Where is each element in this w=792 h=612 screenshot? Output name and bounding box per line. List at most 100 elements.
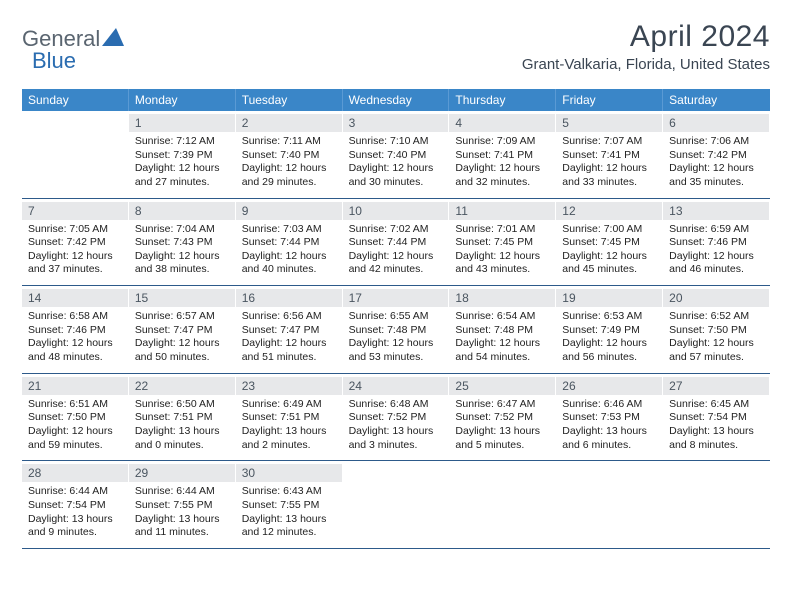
sunset-text: Sunset: 7:55 PM [135,499,229,513]
daylight-text: Daylight: 12 hours and 57 minutes. [669,337,763,364]
sunrise-text: Sunrise: 6:49 AM [242,398,336,412]
sunrise-text: Sunrise: 6:56 AM [242,310,336,324]
daylight-text: Daylight: 12 hours and 32 minutes. [455,162,549,189]
daylight-text: Daylight: 12 hours and 33 minutes. [562,162,656,189]
day-info: Sunrise: 7:05 AMSunset: 7:42 PMDaylight:… [28,223,122,278]
sunset-text: Sunset: 7:42 PM [669,149,763,163]
logo-triangle-icon [102,28,124,51]
sunrise-text: Sunrise: 7:10 AM [349,135,443,149]
sunset-text: Sunset: 7:50 PM [669,324,763,338]
day-number: 9 [236,202,342,220]
sunrise-text: Sunrise: 6:55 AM [349,310,443,324]
day-info: Sunrise: 7:04 AMSunset: 7:43 PMDaylight:… [135,223,229,278]
day-number: 8 [129,202,235,220]
daylight-text: Daylight: 12 hours and 56 minutes. [562,337,656,364]
day-cell: 21Sunrise: 6:51 AMSunset: 7:50 PMDayligh… [22,374,129,461]
day-cell: 28Sunrise: 6:44 AMSunset: 7:54 PMDayligh… [22,461,129,548]
sunrise-text: Sunrise: 6:44 AM [28,485,122,499]
sunset-text: Sunset: 7:41 PM [562,149,656,163]
day-number: 19 [556,289,662,307]
day-cell: 15Sunrise: 6:57 AMSunset: 7:47 PMDayligh… [129,286,236,373]
week-row: 14Sunrise: 6:58 AMSunset: 7:46 PMDayligh… [22,286,770,374]
day-info: Sunrise: 6:43 AMSunset: 7:55 PMDaylight:… [242,485,336,540]
day-info: Sunrise: 7:00 AMSunset: 7:45 PMDaylight:… [562,223,656,278]
sunrise-text: Sunrise: 7:12 AM [135,135,229,149]
dow-sunday: Sunday [22,89,129,111]
sunset-text: Sunset: 7:51 PM [135,411,229,425]
day-cell [663,461,770,548]
day-cell: 26 Sunrise: 6:46 AMSunset: 7:53 PMDayligh… [556,374,663,461]
sunset-text: Sunset: 7:52 PM [349,411,443,425]
sunrise-text: Sunrise: 7:00 AM [562,223,656,237]
day-number: 20 [663,289,769,307]
day-number [556,464,662,482]
day-info: Sunrise: 6:52 AMSunset: 7:50 PMDaylight:… [669,310,763,365]
sunrise-text: Sunrise: 6:48 AM [349,398,443,412]
daylight-text: Daylight: 13 hours and 0 minutes. [135,425,229,452]
daylight-text: Daylight: 12 hours and 43 minutes. [455,250,549,277]
logo-text-2: Blue [32,48,76,74]
calendar: SundayMondayTuesdayWednesdayThursdayFrid… [22,89,770,549]
day-cell: 8 Sunrise: 7:04 AMSunset: 7:43 PMDaylight… [129,199,236,286]
day-info: Sunrise: 7:03 AMSunset: 7:44 PMDaylight:… [242,223,336,278]
day-info: Sunrise: 6:46 AMSunset: 7:53 PMDaylight:… [562,398,656,453]
sunrise-text: Sunrise: 7:07 AM [562,135,656,149]
day-cell: 1Sunrise: 7:12 AMSunset: 7:39 PMDaylight… [129,111,236,198]
daylight-text: Daylight: 12 hours and 53 minutes. [349,337,443,364]
sunset-text: Sunset: 7:50 PM [28,411,122,425]
day-cell: 7Sunrise: 7:05 AMSunset: 7:42 PMDaylight… [22,199,129,286]
day-number: 29 [129,464,235,482]
sunrise-text: Sunrise: 7:01 AM [455,223,549,237]
day-of-week-header: SundayMondayTuesdayWednesdayThursdayFrid… [22,89,770,111]
sunrise-text: Sunrise: 6:58 AM [28,310,122,324]
sunset-text: Sunset: 7:42 PM [28,236,122,250]
sunrise-text: Sunrise: 6:53 AM [562,310,656,324]
day-number: 3 [343,114,449,132]
day-number: 25 [449,377,555,395]
daylight-text: Daylight: 12 hours and 40 minutes. [242,250,336,277]
day-info: Sunrise: 6:47 AMSunset: 7:52 PMDaylight:… [455,398,549,453]
week-row: 21Sunrise: 6:51 AMSunset: 7:50 PMDayligh… [22,374,770,462]
day-info: Sunrise: 6:49 AMSunset: 7:51 PMDaylight:… [242,398,336,453]
day-number: 2 [236,114,342,132]
weeks-container: 1Sunrise: 7:12 AMSunset: 7:39 PMDaylight… [22,111,770,549]
sunset-text: Sunset: 7:54 PM [28,499,122,513]
day-info: Sunrise: 6:53 AMSunset: 7:49 PMDaylight:… [562,310,656,365]
dow-saturday: Saturday [663,89,770,111]
daylight-text: Daylight: 12 hours and 45 minutes. [562,250,656,277]
day-info: Sunrise: 7:07 AMSunset: 7:41 PMDaylight:… [562,135,656,190]
sunrise-text: Sunrise: 6:44 AM [135,485,229,499]
sunrise-text: Sunrise: 6:54 AM [455,310,549,324]
day-number: 24 [343,377,449,395]
day-number: 28 [22,464,128,482]
day-cell [556,461,663,548]
day-number [343,464,449,482]
sunrise-text: Sunrise: 6:51 AM [28,398,122,412]
day-number: 26 [556,377,662,395]
day-cell: 14Sunrise: 6:58 AMSunset: 7:46 PMDayligh… [22,286,129,373]
day-info: Sunrise: 7:10 AMSunset: 7:40 PMDaylight:… [349,135,443,190]
sunset-text: Sunset: 7:48 PM [455,324,549,338]
sunset-text: Sunset: 7:43 PM [135,236,229,250]
week-row: 7Sunrise: 7:05 AMSunset: 7:42 PMDaylight… [22,199,770,287]
month-title: April 2024 [522,20,770,54]
daylight-text: Daylight: 12 hours and 27 minutes. [135,162,229,189]
day-cell: 29Sunrise: 6:44 AMSunset: 7:55 PMDayligh… [129,461,236,548]
day-number: 1 [129,114,235,132]
sunrise-text: Sunrise: 7:09 AM [455,135,549,149]
sunrise-text: Sunrise: 6:47 AM [455,398,549,412]
day-cell: 18Sunrise: 6:54 AMSunset: 7:48 PMDayligh… [449,286,556,373]
day-number: 15 [129,289,235,307]
day-number: 30 [236,464,342,482]
day-number: 14 [22,289,128,307]
day-number: 10 [343,202,449,220]
dow-friday: Friday [556,89,663,111]
daylight-text: Daylight: 13 hours and 12 minutes. [242,513,336,540]
daylight-text: Daylight: 12 hours and 35 minutes. [669,162,763,189]
day-cell: 24Sunrise: 6:48 AMSunset: 7:52 PMDayligh… [343,374,450,461]
day-number: 17 [343,289,449,307]
sunrise-text: Sunrise: 6:52 AM [669,310,763,324]
sunrise-text: Sunrise: 7:05 AM [28,223,122,237]
day-info: Sunrise: 7:01 AMSunset: 7:45 PMDaylight:… [455,223,549,278]
day-info: Sunrise: 7:02 AMSunset: 7:44 PMDaylight:… [349,223,443,278]
